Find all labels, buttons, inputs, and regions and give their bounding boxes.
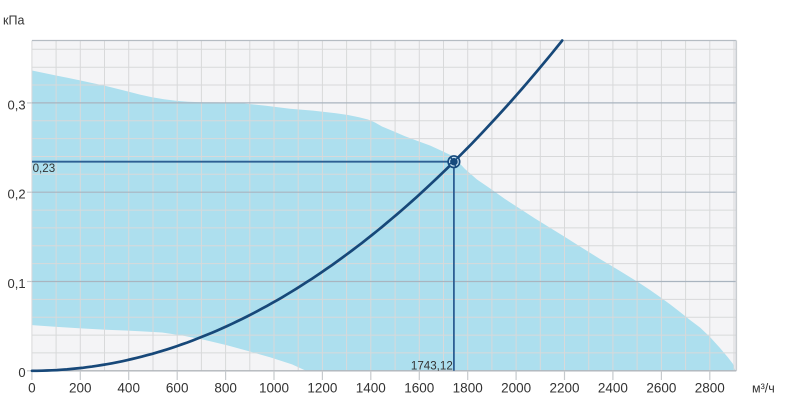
svg-text:1200: 1200 <box>307 381 337 396</box>
svg-text:0: 0 <box>28 381 36 396</box>
svg-text:200: 200 <box>69 381 92 396</box>
svg-text:400: 400 <box>117 381 140 396</box>
svg-text:0,3: 0,3 <box>8 97 26 112</box>
svg-text:800: 800 <box>214 381 237 396</box>
svg-text:1600: 1600 <box>404 381 434 396</box>
svg-text:2200: 2200 <box>549 381 579 396</box>
svg-text:0: 0 <box>18 365 25 380</box>
svg-text:600: 600 <box>166 381 189 396</box>
svg-text:1743,12: 1743,12 <box>411 360 453 373</box>
svg-text:2400: 2400 <box>598 381 628 396</box>
svg-text:2000: 2000 <box>501 381 531 396</box>
svg-text:1000: 1000 <box>259 381 289 396</box>
svg-text:2800: 2800 <box>695 381 725 396</box>
svg-text:0,23: 0,23 <box>33 162 56 175</box>
svg-text:2600: 2600 <box>646 381 676 396</box>
svg-text:м³/ч: м³/ч <box>752 382 775 396</box>
svg-text:0,1: 0,1 <box>8 276 26 291</box>
svg-text:1400: 1400 <box>356 381 386 396</box>
svg-text:1800: 1800 <box>453 381 483 396</box>
svg-text:0,2: 0,2 <box>8 187 26 202</box>
svg-text:кПа: кПа <box>3 14 24 28</box>
